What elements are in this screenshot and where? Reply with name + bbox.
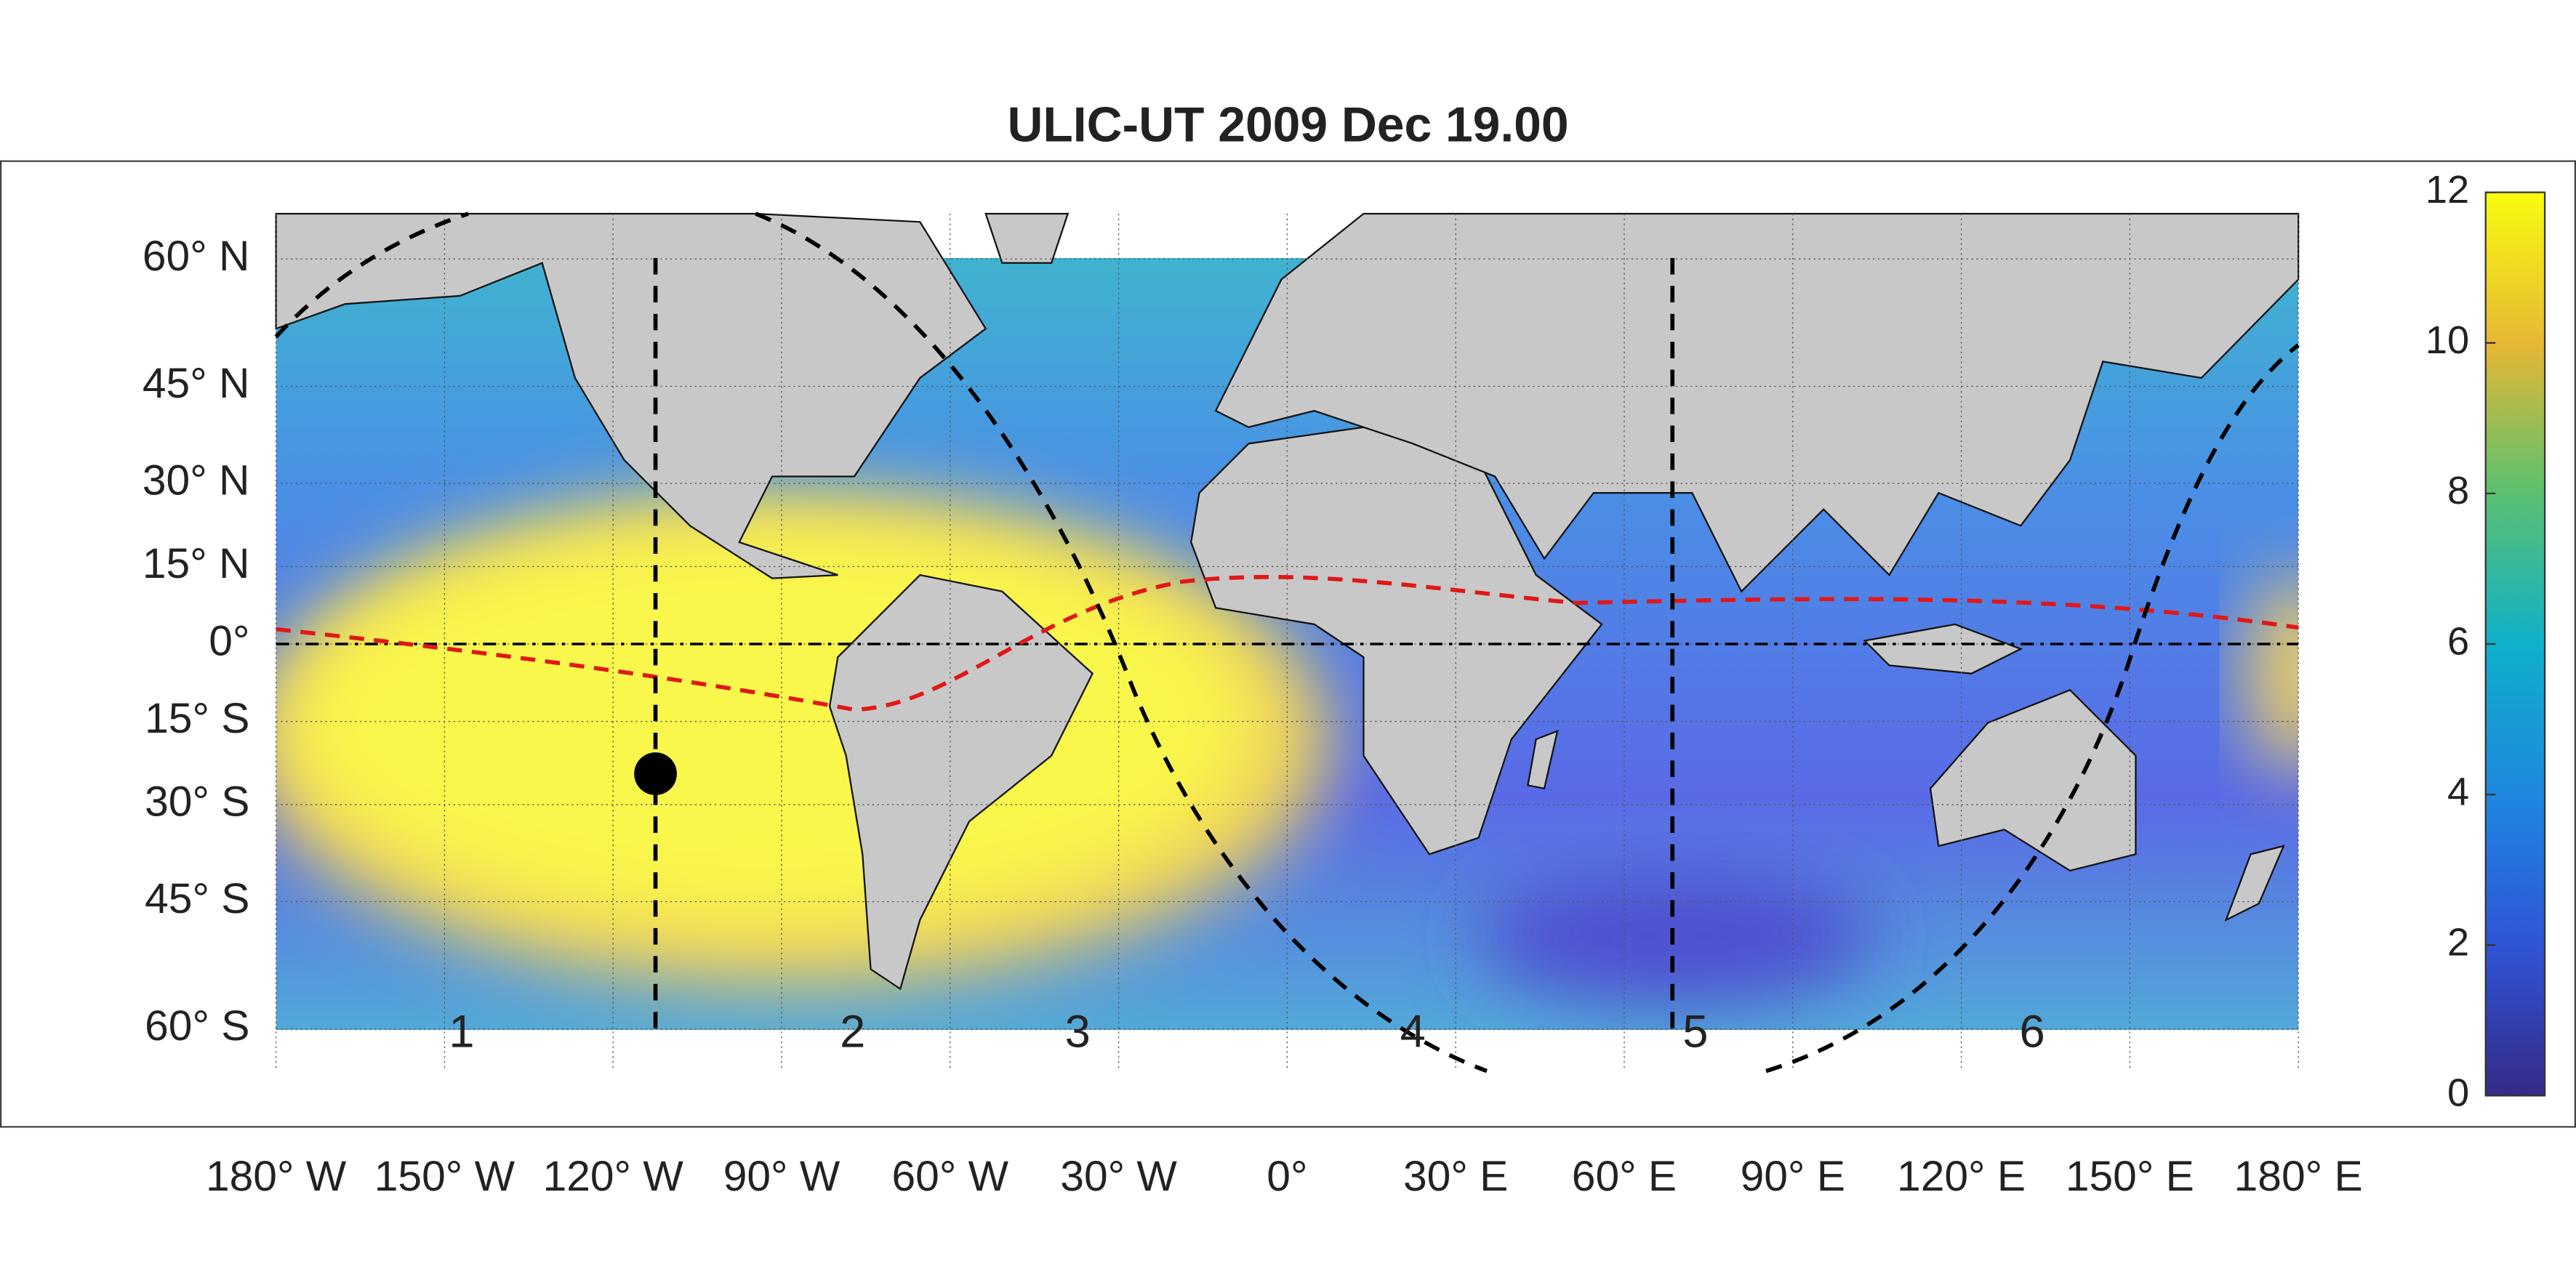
terminator-curve [755, 212, 1488, 1074]
map-title: ULIC-UT 2009 Dec 19.00 [1007, 97, 1568, 152]
lat-tick-label: 60° N [143, 233, 250, 280]
lon-tick-label: 30° W [1060, 1153, 1177, 1200]
lat-tick-label: 30° N [143, 457, 250, 504]
lat-tick-label: 15° N [143, 540, 250, 587]
colorbar-tick-label: 2 [2447, 921, 2469, 965]
terminator-curve [1765, 343, 2300, 1074]
lon-tick-label: 60° W [891, 1153, 1008, 1200]
sector-label: 2 [840, 1006, 865, 1057]
colorbar-tick-label: 12 [2425, 168, 2469, 212]
lon-tick-label: 180° E [2234, 1153, 2363, 1200]
lat-tick-label: 45° N [143, 360, 250, 407]
lon-tick-label: 180° W [206, 1153, 347, 1200]
terminator-curve [274, 212, 469, 339]
observation-point [634, 752, 677, 795]
lon-tick-label: 120° W [543, 1153, 684, 1200]
sector-label: 3 [1065, 1006, 1091, 1057]
sector-label: 1 [449, 1006, 474, 1057]
colorbar-tick-label: 10 [2425, 318, 2469, 362]
sector-label: 6 [2019, 1006, 2045, 1057]
magnetic-equator [276, 575, 2299, 712]
colorbar-tick-label: 4 [2447, 770, 2469, 813]
figure-frame [0, 160, 2576, 1128]
lon-tick-label: 150° E [2066, 1153, 2194, 1200]
lat-tick-label: 0° [209, 618, 249, 665]
lon-tick-label: 120° E [1897, 1153, 2026, 1200]
lon-tick-label: 30° E [1403, 1153, 1508, 1200]
lat-tick-label: 30° S [145, 778, 249, 825]
sector-labels: 1 2 3 4 5 6 [449, 1006, 2045, 1057]
colorbar-axis: 0 2 4 6 8 10 12 [2425, 168, 2496, 1115]
overlay-lines [274, 212, 2300, 1074]
lon-tick-label: 90° E [1741, 1153, 1845, 1200]
lat-tick-label: 15° S [145, 695, 249, 742]
colorbar-tick-label: 6 [2447, 619, 2469, 663]
colorbar-tick-label: 0 [2447, 1071, 2469, 1115]
lat-tick-label: 45° S [145, 875, 249, 922]
lon-axis: 180° W 150° W 120° W 90° W 60° W 30° W 0° 30° E… [206, 1153, 2363, 1200]
sector-label: 5 [1682, 1006, 1708, 1057]
lon-tick-label: 150° W [374, 1153, 515, 1200]
colorbar-tick-label: 8 [2447, 469, 2469, 512]
lon-tick-label: 60° E [1572, 1153, 1677, 1200]
lon-tick-label: 0° [1267, 1153, 1307, 1200]
lon-tick-label: 90° W [723, 1153, 840, 1200]
sector-label: 4 [1400, 1006, 1426, 1057]
lat-axis: 60° N 45° N 30° N 15° N 0° 15° S 30° S 45° S 60°… [143, 233, 250, 1050]
lat-tick-label: 60° S [145, 1002, 249, 1050]
land [275, 212, 2300, 991]
